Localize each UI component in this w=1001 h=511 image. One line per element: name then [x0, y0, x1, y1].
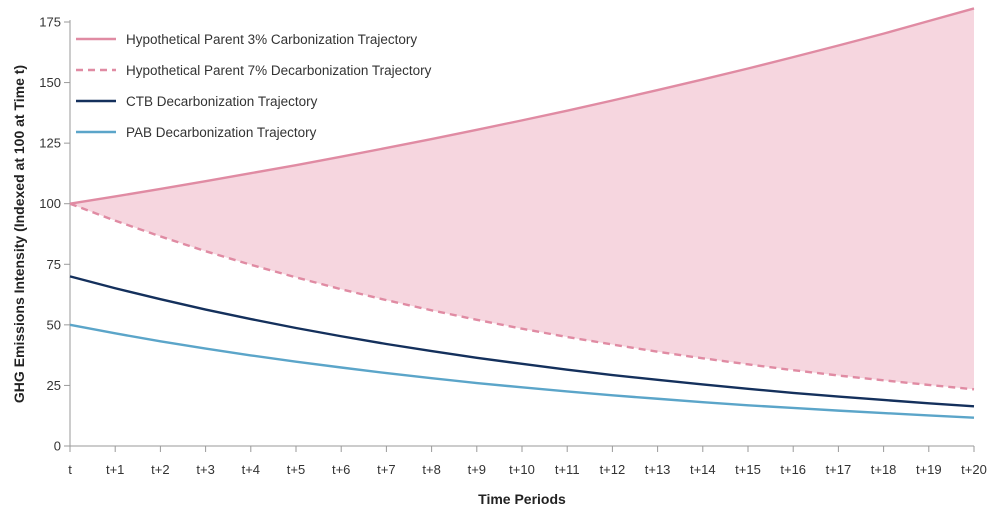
shaded-range-area: [70, 8, 974, 390]
legend-label: CTB Decarbonization Trajectory: [126, 94, 318, 109]
x-tick-label: t+9: [468, 462, 486, 477]
y-tick-label: 75: [47, 257, 61, 272]
x-tick-label: t+19: [916, 462, 942, 477]
y-tick-label: 175: [39, 15, 61, 30]
x-tick-label: t+3: [196, 462, 214, 477]
x-tick-label: t+13: [645, 462, 671, 477]
legend-label: Hypothetical Parent 7% Decarbonization T…: [126, 63, 432, 78]
x-tick-label: t+18: [871, 462, 897, 477]
x-tick-label: t+6: [332, 462, 350, 477]
x-tick-label: t+1: [106, 462, 124, 477]
x-tick-label: t+20: [961, 462, 987, 477]
series-line-hypothetical-parent-7-decarbonization-trajectory: [69, 202, 975, 391]
y-tick-label: 150: [39, 75, 61, 90]
y-tick-label: 50: [47, 317, 61, 332]
tick-labels: 0 25 50 75 100 125 150 175 t t+1 t+2 t+3 t+4 t+5 t+6 t+…: [39, 15, 987, 478]
legend-label: PAB Decarbonization Trajectory: [126, 125, 317, 140]
x-tick-label: t+16: [780, 462, 806, 477]
legend-label: Hypothetical Parent 3% Carbonization Tra…: [126, 32, 417, 47]
x-tick-label: t+4: [242, 462, 260, 477]
series-line-pab-decarbonization-trajectory: [69, 323, 975, 419]
legend: Hypothetical Parent 3% Carbonization Tra…: [76, 32, 432, 140]
y-axis-title: GHG Emissions Intensity (Indexed at 100 …: [11, 65, 27, 403]
y-tick-label: 125: [39, 136, 61, 151]
series-line-hypothetical-parent-3-carbonization-trajectory: [69, 7, 975, 205]
axes: [64, 20, 975, 452]
y-tick-label: 0: [54, 439, 61, 454]
shaded-area-layer: [70, 8, 974, 390]
series-line-ctb-decarbonization-trajectory: [69, 275, 975, 408]
series-lines: [69, 7, 975, 419]
x-tick-label: t+8: [422, 462, 440, 477]
x-tick-label: t+5: [287, 462, 305, 477]
x-tick-label: t: [68, 462, 72, 477]
y-tick-label: 100: [39, 196, 61, 211]
x-tick-label: t+17: [826, 462, 852, 477]
x-axis-title: Time Periods: [478, 491, 566, 507]
x-tick-label: t+12: [600, 462, 626, 477]
x-tick-label: t+7: [377, 462, 395, 477]
x-tick-label: t+14: [690, 462, 716, 477]
x-tick-label: t+15: [735, 462, 761, 477]
x-tick-label: t+10: [509, 462, 535, 477]
x-tick-label: t+11: [555, 462, 580, 477]
y-tick-label: 25: [47, 378, 61, 393]
x-tick-label: t+2: [151, 462, 169, 477]
